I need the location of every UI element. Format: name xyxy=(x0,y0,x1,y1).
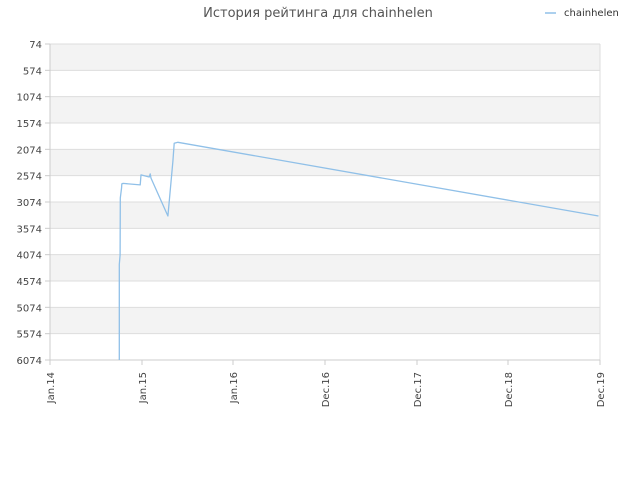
plot-band xyxy=(50,254,600,281)
plot-band xyxy=(50,333,600,360)
series-group xyxy=(118,141,599,360)
y-tick-label: 3574 xyxy=(17,224,42,235)
x-tick-label: Dec.16 xyxy=(321,372,332,407)
plot-band xyxy=(50,44,600,71)
plot-band xyxy=(50,175,600,202)
y-tick-label: 74 xyxy=(29,40,42,51)
x-tick-label: Jan.14 xyxy=(46,372,57,404)
x-axis-ticks: Jan.14 Jan.15 Jan.16 Dec.16 Dec.17 Dec.18 Dec.… xyxy=(46,360,607,407)
legend: chainhelen xyxy=(545,8,619,19)
y-tick-label: 2574 xyxy=(17,172,42,183)
plot-band xyxy=(50,228,600,255)
y-tick-label: 4574 xyxy=(17,277,42,288)
chart-title: История рейтинга для chainhelen xyxy=(203,6,433,21)
y-tick-label: 1574 xyxy=(17,119,42,130)
series-line-chainhelen xyxy=(118,141,599,360)
y-tick-label: 6074 xyxy=(17,356,42,367)
plot-band xyxy=(50,149,600,176)
plot-band xyxy=(50,96,600,123)
plot-band xyxy=(50,281,600,308)
x-tick-label: Jan.15 xyxy=(138,372,149,404)
y-tick-label: 5574 xyxy=(17,330,42,341)
y-tick-label: 4074 xyxy=(17,251,42,262)
plot-band xyxy=(50,70,600,97)
y-tick-label: 5074 xyxy=(17,303,42,314)
plot-band xyxy=(50,123,600,150)
y-tick-label: 574 xyxy=(23,66,42,77)
y-axis-ticks: 74 574 1074 1574 2074 2574 3074 3574 4074 4574 507… xyxy=(17,40,50,367)
x-tick-label: Dec.18 xyxy=(504,372,515,407)
plot-band xyxy=(50,202,600,229)
x-tick-label: Jan.16 xyxy=(229,372,240,404)
x-tick-label: Dec.19 xyxy=(596,372,607,407)
y-tick-label: 2074 xyxy=(17,145,42,156)
x-tick-label: Dec.17 xyxy=(413,372,424,407)
y-tick-label: 1074 xyxy=(17,93,42,104)
legend-label-chainhelen: chainhelen xyxy=(564,8,619,19)
y-tick-label: 3074 xyxy=(17,198,42,209)
plot-bands xyxy=(50,44,600,360)
plot-band xyxy=(50,307,600,334)
